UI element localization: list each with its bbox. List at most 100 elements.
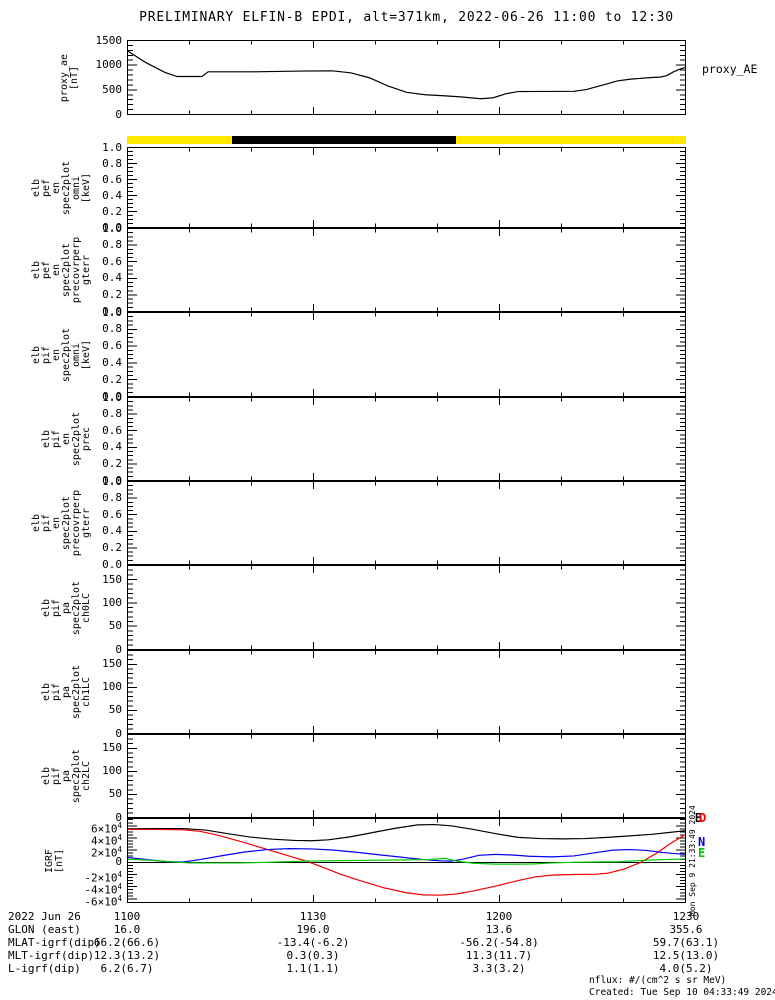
created-timestamp: Created: Tue Sep 10 04:33:49 2024 <box>589 987 775 998</box>
y-tick-label: 1.0 <box>102 140 122 154</box>
y-tick-label: 0.8 <box>102 238 122 252</box>
ylabel-line: [keV] <box>81 339 92 370</box>
y-tick-label: 150 <box>102 741 122 755</box>
x-axis-label: 1130 <box>299 910 327 923</box>
plot-title: PRELIMINARY ELFIN-B EPDI, alt=371km, 202… <box>139 10 674 25</box>
panel-border <box>127 40 686 115</box>
panel-ylabel-igrf: IGRF [nT] <box>44 848 65 873</box>
panel-border <box>127 565 686 650</box>
footer-value: 66.2(66.6) <box>93 936 161 949</box>
y-tick-label: 0.0 <box>102 304 122 318</box>
ylabel-line: [nT] <box>54 848 65 873</box>
y-tick-label: 0.2 <box>102 372 122 386</box>
axis-ticks <box>128 312 685 397</box>
y-tick-label: -6×104 <box>84 893 122 909</box>
footer-value: 12.3(13.2) <box>93 949 161 962</box>
y-tick-label: 0.6 <box>102 339 122 353</box>
y-tick-label: 50 <box>108 787 122 801</box>
panel-canvas <box>127 228 686 312</box>
y-tick-label: 0.6 <box>102 172 122 186</box>
y-tick-label: 50 <box>108 703 122 717</box>
axis-ticks <box>128 481 685 565</box>
plot-panel-elb_pif_en_omni <box>127 312 686 397</box>
y-tick-label: 0.2 <box>102 204 122 218</box>
panel-border <box>127 228 686 312</box>
ylabel-line: ch0LC <box>81 592 92 623</box>
orbit-bar-segment <box>232 136 457 144</box>
series-B <box>127 823 686 842</box>
series-proxy_AE <box>127 50 686 100</box>
ylabel-line: ch1LC <box>81 676 92 708</box>
ylabel-line: ch2LC <box>81 760 92 792</box>
panel-canvas <box>127 734 686 818</box>
panel-border <box>127 818 686 903</box>
y-tick-label: 0.6 <box>102 423 122 437</box>
y-tick-label: 0 <box>115 855 122 869</box>
axis-ticks <box>128 397 685 481</box>
plot-panel-elb_pif_pa_ch2LC <box>127 734 686 818</box>
footer-value: 4.0(5.2) <box>659 962 713 975</box>
y-tick-label: 1.0 <box>102 221 122 235</box>
ylabel-line: gterr <box>81 254 92 286</box>
y-tick-label: 1500 <box>95 33 123 47</box>
panel-canvas <box>127 565 686 650</box>
footer-value: 13.6 <box>485 923 513 936</box>
ylabel-line: prec <box>81 426 92 452</box>
y-tick-label: 0.6 <box>102 254 122 268</box>
y-tick-label: 4×104 <box>90 832 122 848</box>
panel-ylabel-elb_pif_pa_ch0LC: elb pif pa spec2plot ch0LC <box>41 580 92 634</box>
y-tick-label: 150 <box>102 572 122 586</box>
panel-canvas <box>127 312 686 397</box>
legend-E: E <box>698 846 706 860</box>
panel-border <box>127 147 686 228</box>
y-tick-label: -4×104 <box>84 881 122 897</box>
y-tick-label: 0 <box>115 810 122 824</box>
footer-row-label: 2022 Jun 26 <box>8 910 81 923</box>
plot-panel-proxy_ae <box>127 40 686 115</box>
y-tick-label: 0.8 <box>102 491 122 505</box>
panel-border <box>127 312 686 397</box>
panel-ylabel-elb_pif_en_omni: elb pif en spec2plot omni [keV] <box>31 327 92 381</box>
panel-ylabel-proxy_ae: proxy_ae [nT] <box>59 53 80 101</box>
footer-value: 196.0 <box>296 923 330 936</box>
footer-value: 0.3(0.3) <box>286 949 340 962</box>
legend-B: B <box>695 811 703 825</box>
y-tick-label: 0.0 <box>102 473 122 487</box>
panel-canvas <box>127 40 686 115</box>
y-tick-label: 0.2 <box>102 540 122 554</box>
plot-panel-elb_pef_en_precovrperp_gterr <box>127 228 686 312</box>
panel-canvas <box>127 650 686 734</box>
y-tick-label: 6×104 <box>90 820 122 836</box>
panel-ylabel-elb_pif_pa_ch2LC: elb pif pa spec2plot ch2LC <box>41 749 92 803</box>
y-tick-label: 100 <box>102 595 122 609</box>
y-tick-label: 2×104 <box>90 845 122 860</box>
panel-border <box>127 397 686 481</box>
y-tick-label: 0.0 <box>102 220 122 234</box>
y-tick-label: 0.4 <box>102 355 122 369</box>
y-tick-label: 0 <box>115 107 122 121</box>
footer-value: 16.0 <box>113 923 141 936</box>
orbit-bar-segment <box>127 136 233 144</box>
y-tick-label: 0.2 <box>102 287 122 301</box>
y-tick-label: 0.0 <box>102 389 122 403</box>
y-tick-label: 0.4 <box>102 188 122 202</box>
x-axis-label: 1230 <box>672 910 700 923</box>
plot-panel-igrf <box>127 818 686 903</box>
y-tick-label: 1.0 <box>102 390 122 404</box>
x-axis-label: 1100 <box>113 910 141 923</box>
series-E <box>127 857 686 865</box>
series-D <box>127 828 686 896</box>
footer-value: 355.6 <box>669 923 703 936</box>
axis-ticks <box>128 566 685 650</box>
plot-panel-elb_pif_en_precovrperp_gterr <box>127 481 686 565</box>
plot-panel-elb_pef_en_omni <box>127 147 686 228</box>
footer-value: -56.2(-54.8) <box>459 936 539 949</box>
panel-canvas <box>127 397 686 481</box>
panel-border <box>127 650 686 734</box>
footer-value: 12.5(13.0) <box>652 949 720 962</box>
orbit-bar-segment <box>456 136 686 144</box>
axis-ticks <box>128 40 685 115</box>
axis-ticks <box>128 735 685 818</box>
footer-row-label: MLAT-igrf(dip) <box>8 936 101 949</box>
panel-ylabel-elb_pif_pa_ch1LC: elb pif pa spec2plot ch1LC <box>41 665 92 719</box>
